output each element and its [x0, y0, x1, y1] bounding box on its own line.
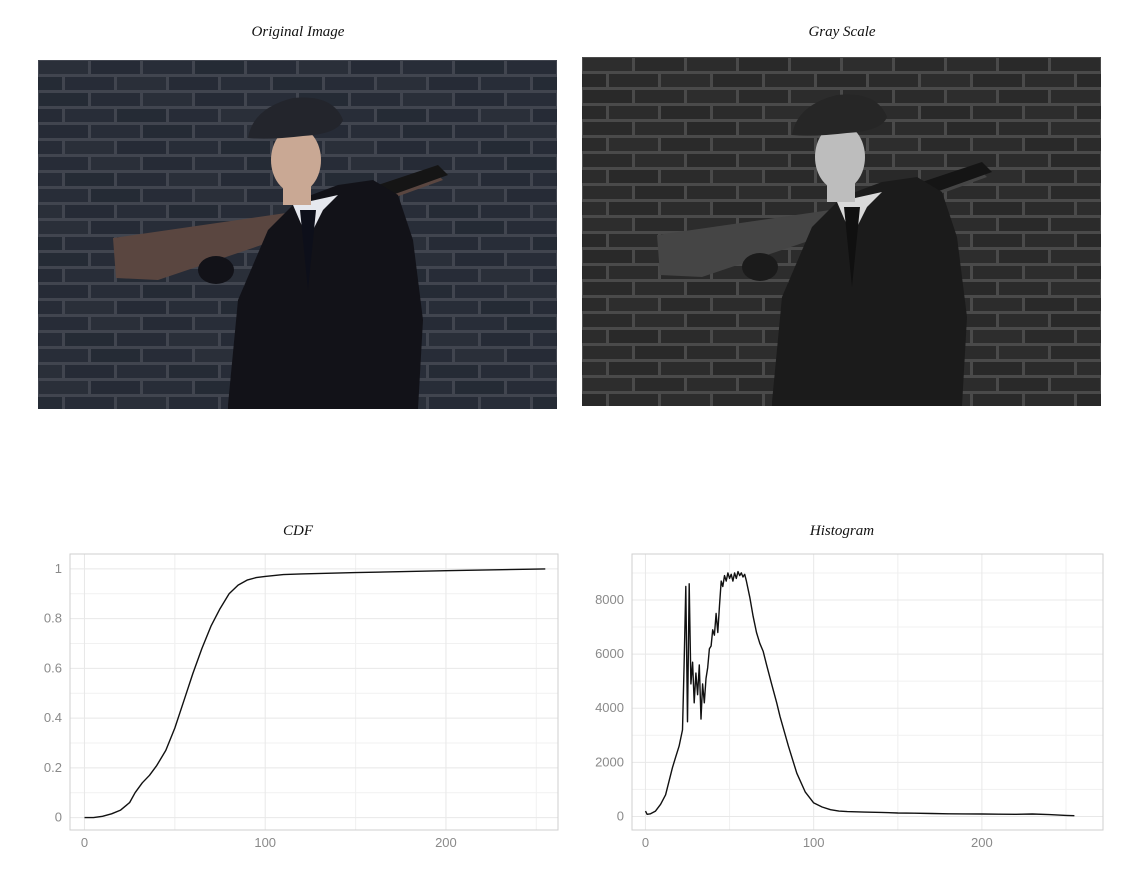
y-tick-label: 6000: [595, 646, 624, 661]
chart-gridlines: [632, 554, 1103, 830]
x-tick-label: 100: [254, 835, 276, 850]
original-image-title: Original Image: [251, 24, 345, 40]
y-tick-label: 0.4: [44, 710, 62, 725]
y-tick-label: 1: [55, 561, 62, 576]
y-tick-label: 0.2: [44, 760, 62, 775]
y-tick-label: 0.6: [44, 660, 62, 675]
y-tick-label: 0: [617, 808, 624, 823]
y-tick-label: 4000: [595, 700, 624, 715]
x-tick-label: 0: [81, 835, 88, 850]
histogram-chart: 0 100 200 0 2000 4000 6000 8000: [582, 552, 1104, 862]
y-tick-label: 8000: [595, 592, 624, 607]
x-tick-label: 100: [803, 835, 825, 850]
chart-gridlines: [70, 554, 558, 830]
series-line: [84, 568, 546, 819]
y-tick-label: 0.8: [44, 611, 62, 626]
y-tick-label: 0: [55, 810, 62, 825]
cdf-title: CDF: [283, 523, 313, 539]
gray-scale-title: Gray Scale: [808, 24, 876, 40]
x-tick-label: 200: [435, 835, 457, 850]
x-tick-label: 0: [642, 835, 649, 850]
original-image: [38, 60, 557, 409]
cdf-chart: 0 100 200 0 0.2 0.4 0.6 0.8 1: [38, 552, 559, 862]
plot-frame: [631, 553, 1104, 831]
series-line: [644, 570, 1075, 817]
plot-frame: [69, 553, 559, 831]
y-tick-label: 2000: [595, 754, 624, 769]
histogram-title: Histogram: [809, 523, 875, 539]
x-tick-label: 200: [971, 835, 993, 850]
gray-scale-image: [582, 57, 1101, 406]
